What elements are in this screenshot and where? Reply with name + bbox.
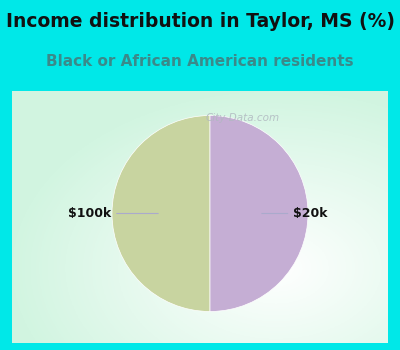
Text: City-Data.com: City-Data.com: [205, 113, 279, 123]
Text: Black or African American residents: Black or African American residents: [46, 54, 354, 69]
Text: $20k: $20k: [262, 207, 328, 220]
Wedge shape: [210, 116, 308, 312]
Text: $100k: $100k: [68, 207, 158, 220]
Wedge shape: [112, 116, 210, 312]
Text: Income distribution in Taylor, MS (%): Income distribution in Taylor, MS (%): [6, 12, 394, 31]
